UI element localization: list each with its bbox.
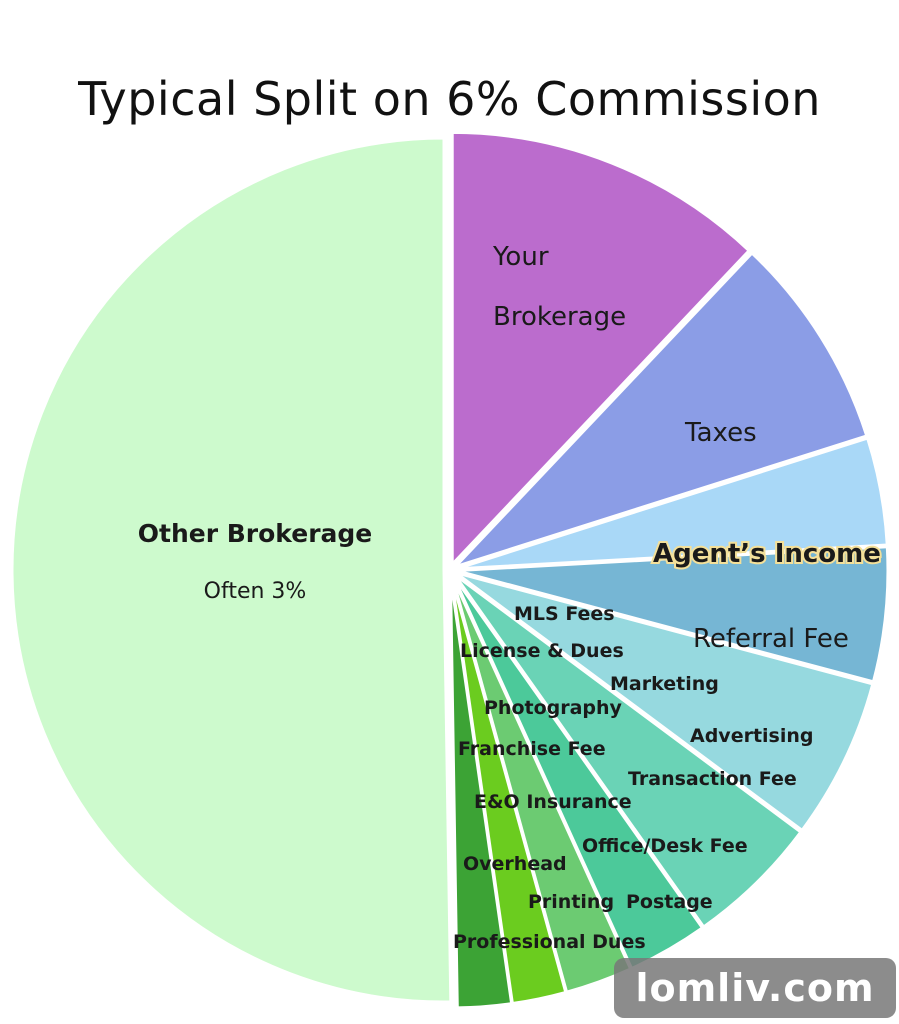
label-your-brokerage-line1: Your [492,242,549,272]
label-referral-fee: Referral Fee [693,624,849,654]
slice-referral-fee [455,545,890,684]
slice-overhead [448,575,514,1010]
chart-title: Typical Split on 6% Commission [78,72,821,126]
slice-other-brokerage [10,136,453,1004]
watermark-badge: lomliv.com [614,958,896,1018]
slice-office-desk-fee [452,573,803,930]
label-photography: Photography [484,697,623,719]
label-mls-fees: MLS Fees [514,603,615,625]
label-professional-dues: Professional Dues [453,931,646,953]
label-franchise-fee: Franchise Fee [458,738,606,760]
label-office-desk-fee: Office/Desk Fee [582,835,748,857]
label-other-brokerage-sub: Often 3% [204,579,307,604]
label-printing: Printing [528,891,614,913]
label-taxes: Taxes [684,418,757,448]
label-other-brokerage: Other Brokerage [138,519,373,548]
slice-taxes [453,250,869,569]
label-transaction-fee: Transaction Fee [628,768,797,790]
slice-transaction-fee [454,571,875,833]
label-license-dues: License & Dues [460,640,624,662]
label-marketing: Marketing [610,673,719,695]
label-advertising: Advertising [690,725,814,747]
label-postage: Postage [626,891,713,913]
label-agents-income: Agent’s Income [653,539,881,569]
pie-slices [10,130,890,1010]
slice-agent-s-income [455,436,889,571]
pie-labels: Your Brokerage Taxes Agent’s Income Refe… [138,242,883,953]
label-overhead: Overhead [463,853,567,875]
label-your-brokerage-line2: Brokerage [493,302,626,332]
label-eo-insurance: E&O Insurance [474,791,632,813]
slice-your-brokerage [450,130,752,569]
